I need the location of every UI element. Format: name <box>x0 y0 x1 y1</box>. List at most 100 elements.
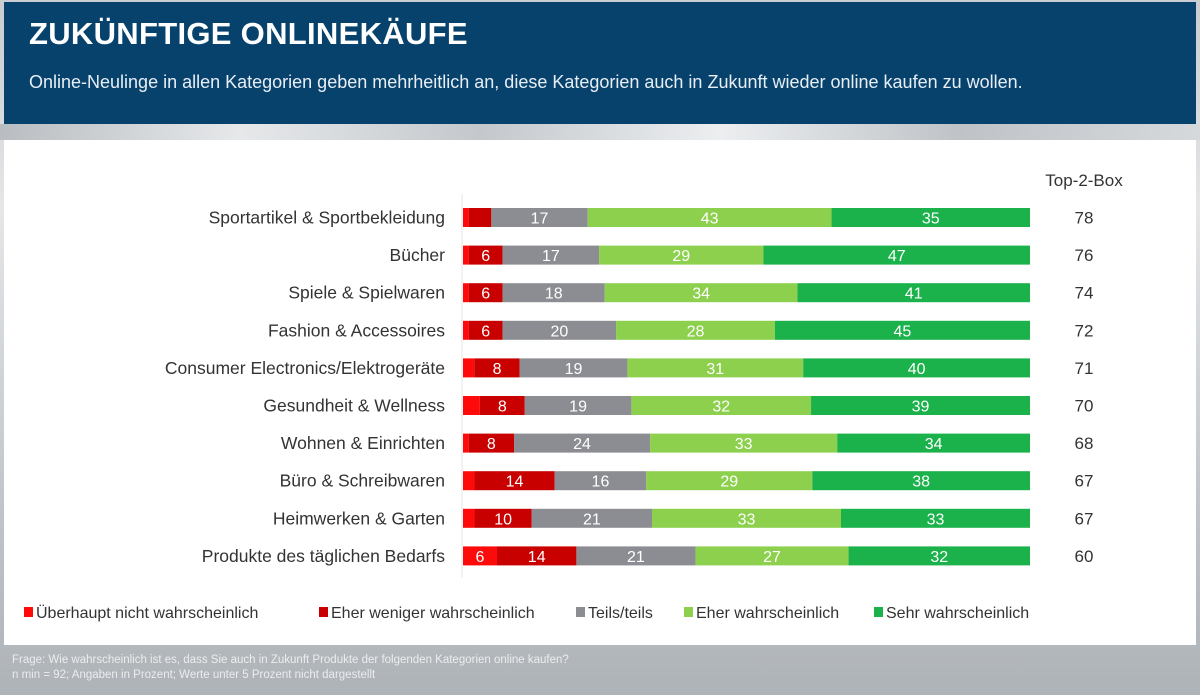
segment-value-label: 43 <box>701 211 719 228</box>
segment-value-label: 24 <box>573 436 591 453</box>
bar-segment <box>587 208 832 227</box>
segment-value-label: 32 <box>712 399 730 416</box>
bar-segment <box>774 320 1030 340</box>
legend-swatch <box>319 607 328 617</box>
segment-value-label: 47 <box>888 248 906 265</box>
segment-value-label: 39 <box>912 399 930 416</box>
bar-segment <box>491 208 588 227</box>
segment-value-label: 6 <box>481 323 490 340</box>
segment-value-label: 20 <box>550 323 568 340</box>
segment-value-label: 14 <box>528 549 546 566</box>
footnote: Frage: Wie wahrscheinlich ist es, dass S… <box>12 653 569 683</box>
category-label: Heimwerken & Garten <box>273 508 445 528</box>
segment-value-label: 27 <box>763 549 781 566</box>
category-label: Wohnen & Einrichten <box>281 433 445 453</box>
segment-value-label: 10 <box>494 511 512 528</box>
segment-value-label: 19 <box>565 361 583 378</box>
segment-value-label: 33 <box>927 511 945 528</box>
category-label: Sportartikel & Sportbekleidung <box>209 208 445 228</box>
bar-segment <box>468 208 492 227</box>
category-label: Bücher <box>390 245 446 265</box>
bar-segment <box>463 471 475 491</box>
decorative-band <box>0 124 1200 140</box>
bar-segment <box>848 546 1030 566</box>
bar-segment <box>616 320 775 340</box>
top2box-value: 68 <box>1075 434 1094 453</box>
segment-value-label: 6 <box>476 549 485 566</box>
category-label: Gesundheit & Wellness <box>263 396 445 416</box>
top2box-value: 72 <box>1075 321 1094 340</box>
segment-value-label: 34 <box>692 286 710 303</box>
segment-value-label: 29 <box>672 248 690 265</box>
segment-value-label: 31 <box>706 361 724 378</box>
segment-value-label: 6 <box>481 286 490 303</box>
bar-segment <box>604 283 798 303</box>
segment-value-label: 17 <box>542 248 560 265</box>
bar-segment <box>803 358 1030 378</box>
segment-value-label: 33 <box>738 511 756 528</box>
bar-segment <box>519 358 628 378</box>
segment-value-label: 40 <box>908 361 926 378</box>
category-label: Fashion & Accessoires <box>268 320 445 340</box>
bar-segment <box>479 396 525 415</box>
page-subtitle: Online-Neulinge in allen Kategorien gebe… <box>29 72 1023 92</box>
segment-value-label: 17 <box>531 211 549 228</box>
bar-segment <box>631 396 812 415</box>
top2box-value: 78 <box>1075 209 1094 228</box>
bar-segment <box>463 245 469 265</box>
bar-segment <box>554 471 647 491</box>
top2box-value: 60 <box>1075 547 1094 566</box>
bar-segment <box>531 508 652 528</box>
page-title: ZUKÜNFTIGE ONLINEKÄUFE <box>29 16 468 51</box>
segment-value-label: 38 <box>912 474 930 491</box>
category-labels: Sportartikel & Sportbekleidung Bücher Spie… <box>165 208 445 566</box>
segment-value-label: 21 <box>583 511 601 528</box>
bar-segment <box>502 245 600 265</box>
segment-value-label: 8 <box>487 436 496 453</box>
bar-segment <box>463 320 469 340</box>
segment-value-label: 6 <box>481 248 490 265</box>
top2box-value: 71 <box>1075 359 1094 378</box>
bar-segment <box>627 358 804 378</box>
legend-label: Überhaupt nicht wahrscheinlich <box>36 604 258 622</box>
footnote-question: Frage: Wie wahrscheinlich ist es, dass S… <box>12 654 569 666</box>
top2box-value: 67 <box>1075 472 1094 491</box>
bar-segment <box>811 396 1030 415</box>
legend-item: Teils/teils <box>576 605 653 622</box>
segment-value-label: 16 <box>592 474 610 491</box>
legend: Überhaupt nicht wahrscheinlich Eher wenig… <box>24 604 1029 622</box>
bar-segment <box>463 396 480 415</box>
top2box-value: 70 <box>1075 397 1094 416</box>
bar-segment <box>831 208 1030 227</box>
legend-label: Eher wahrscheinlich <box>696 605 839 622</box>
bar-segment <box>695 546 849 566</box>
legend-swatch <box>24 607 33 617</box>
legend-label: Sehr wahrscheinlich <box>886 605 1029 622</box>
segment-value-label: 45 <box>894 323 912 340</box>
bar-segment <box>502 320 617 340</box>
bar-segment <box>463 358 475 378</box>
bar-segment <box>514 433 651 453</box>
bar-segment <box>463 546 498 566</box>
top2box-value: 74 <box>1075 284 1094 303</box>
stacked-bar-chart: Sportartikel & Sportbekleidung Bücher Spie… <box>24 171 1123 622</box>
bar-segment <box>502 283 605 303</box>
segment-value-label: 41 <box>905 286 923 303</box>
legend-swatch <box>576 607 585 617</box>
bar-segment <box>468 245 503 265</box>
bar-segment <box>474 471 555 491</box>
legend-label: Teils/teils <box>588 605 653 622</box>
bars: 17 43 35 6 17 29 47 6 18 34 41 6 20 28 45 8 19 31 40 8 19 32 3… <box>461 194 1030 578</box>
legend-swatch <box>684 607 693 617</box>
top2box-column: Top-2-Box 78 76 74 72 71 70 68 67 67 60 <box>1045 171 1123 566</box>
legend-item: Sehr wahrscheinlich <box>874 605 1029 622</box>
bar-segment <box>599 245 764 265</box>
segment-value-label: 8 <box>493 361 502 378</box>
bar-segment <box>524 396 632 415</box>
bar-segment <box>468 433 515 453</box>
footnote-sample: n min = 92; Angaben in Prozent; Werte un… <box>12 669 376 681</box>
segment-value-label: 19 <box>569 399 587 416</box>
bar-segment <box>576 546 696 566</box>
bar-segment <box>812 471 1030 491</box>
bar-segment <box>646 471 813 491</box>
